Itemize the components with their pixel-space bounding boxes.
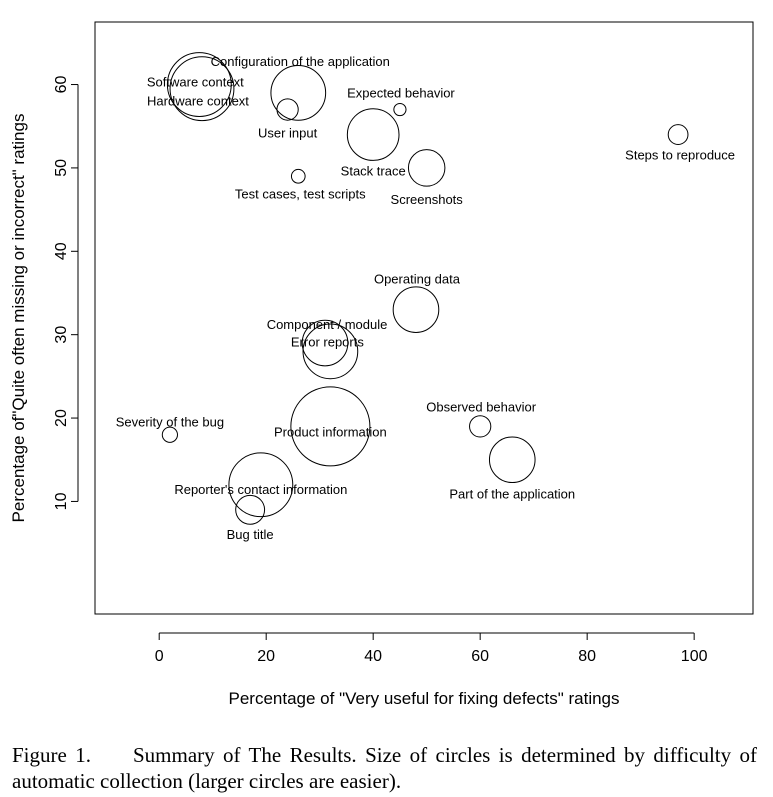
bubble-label: Reporter's contact information (174, 482, 347, 497)
y-tick-label: 20 (53, 409, 70, 427)
bubble-label: Stack trace (341, 164, 406, 179)
bubble-label: Part of the application (449, 487, 575, 502)
x-tick-label: 0 (155, 648, 164, 665)
y-tick-label: 10 (53, 492, 70, 510)
y-axis: 10 20 30 40 50 60 (53, 76, 79, 510)
bubble-point (169, 56, 235, 122)
y-tick-label: 40 (53, 242, 70, 260)
bubble-label: Screenshots (391, 192, 464, 207)
bubble-label: Configuration of the application (211, 54, 390, 69)
bubble-point (166, 52, 232, 117)
bubble-point (667, 124, 689, 145)
y-tick-label: 30 (53, 326, 70, 344)
bubble-point (393, 102, 407, 117)
bubble-point (290, 386, 371, 467)
y-tick-label: 60 (53, 76, 70, 94)
bubble-label: Severity of the bug (116, 415, 224, 430)
bubble-label: Observed behavior (426, 399, 537, 414)
bubble-point (270, 65, 327, 121)
bubble-point (302, 323, 359, 380)
plot-frame (94, 21, 754, 615)
bubble-point (235, 494, 266, 525)
bubble-point (301, 319, 349, 367)
y-tick-label: 50 (53, 159, 70, 177)
bubble-label: Operating data (374, 272, 461, 287)
bubble-point (346, 108, 400, 161)
figure-caption: Figure 1. Summary of The Results. Size o… (12, 742, 757, 794)
bubble-label: Expected behavior (347, 86, 455, 101)
bubble-label: Steps to reproduce (625, 148, 735, 163)
caption-text: Summary of The Results. Size of circles … (12, 743, 758, 793)
bubble-chart: Configuration of the application Software… (9, 21, 754, 708)
bubble-label: Hardware context (147, 94, 249, 109)
bubble-label: Bug title (227, 527, 274, 542)
x-axis-title: Percentage of "Very useful for fixing de… (229, 689, 620, 708)
caption-lead: Figure 1. (12, 743, 91, 767)
bubble-label: Error reports (291, 334, 364, 349)
x-axis: 0 20 40 60 80 100 (155, 632, 708, 665)
x-tick-label: 60 (471, 648, 489, 665)
bubble-label: Component / module (267, 317, 388, 332)
bubble-label: Product information (274, 424, 387, 439)
y-axis-title: Percentage of"Quite often missing or inc… (9, 114, 28, 523)
bubble-point (488, 436, 536, 484)
bubble-label: Test cases, test scripts (235, 186, 366, 201)
bubble-point (161, 426, 178, 443)
bubble-point (290, 168, 306, 184)
x-tick-label: 80 (578, 648, 596, 665)
bubble-label: Software context (147, 75, 244, 90)
x-tick-label: 20 (257, 648, 275, 665)
bubble-point (392, 286, 440, 333)
x-tick-label: 40 (364, 648, 382, 665)
bubble-point (407, 149, 446, 187)
x-tick-label: 100 (681, 648, 708, 665)
bubble-point (276, 98, 299, 121)
bubble-point (228, 452, 294, 518)
bubble-point (469, 415, 492, 438)
bubble-label: User input (258, 126, 318, 141)
